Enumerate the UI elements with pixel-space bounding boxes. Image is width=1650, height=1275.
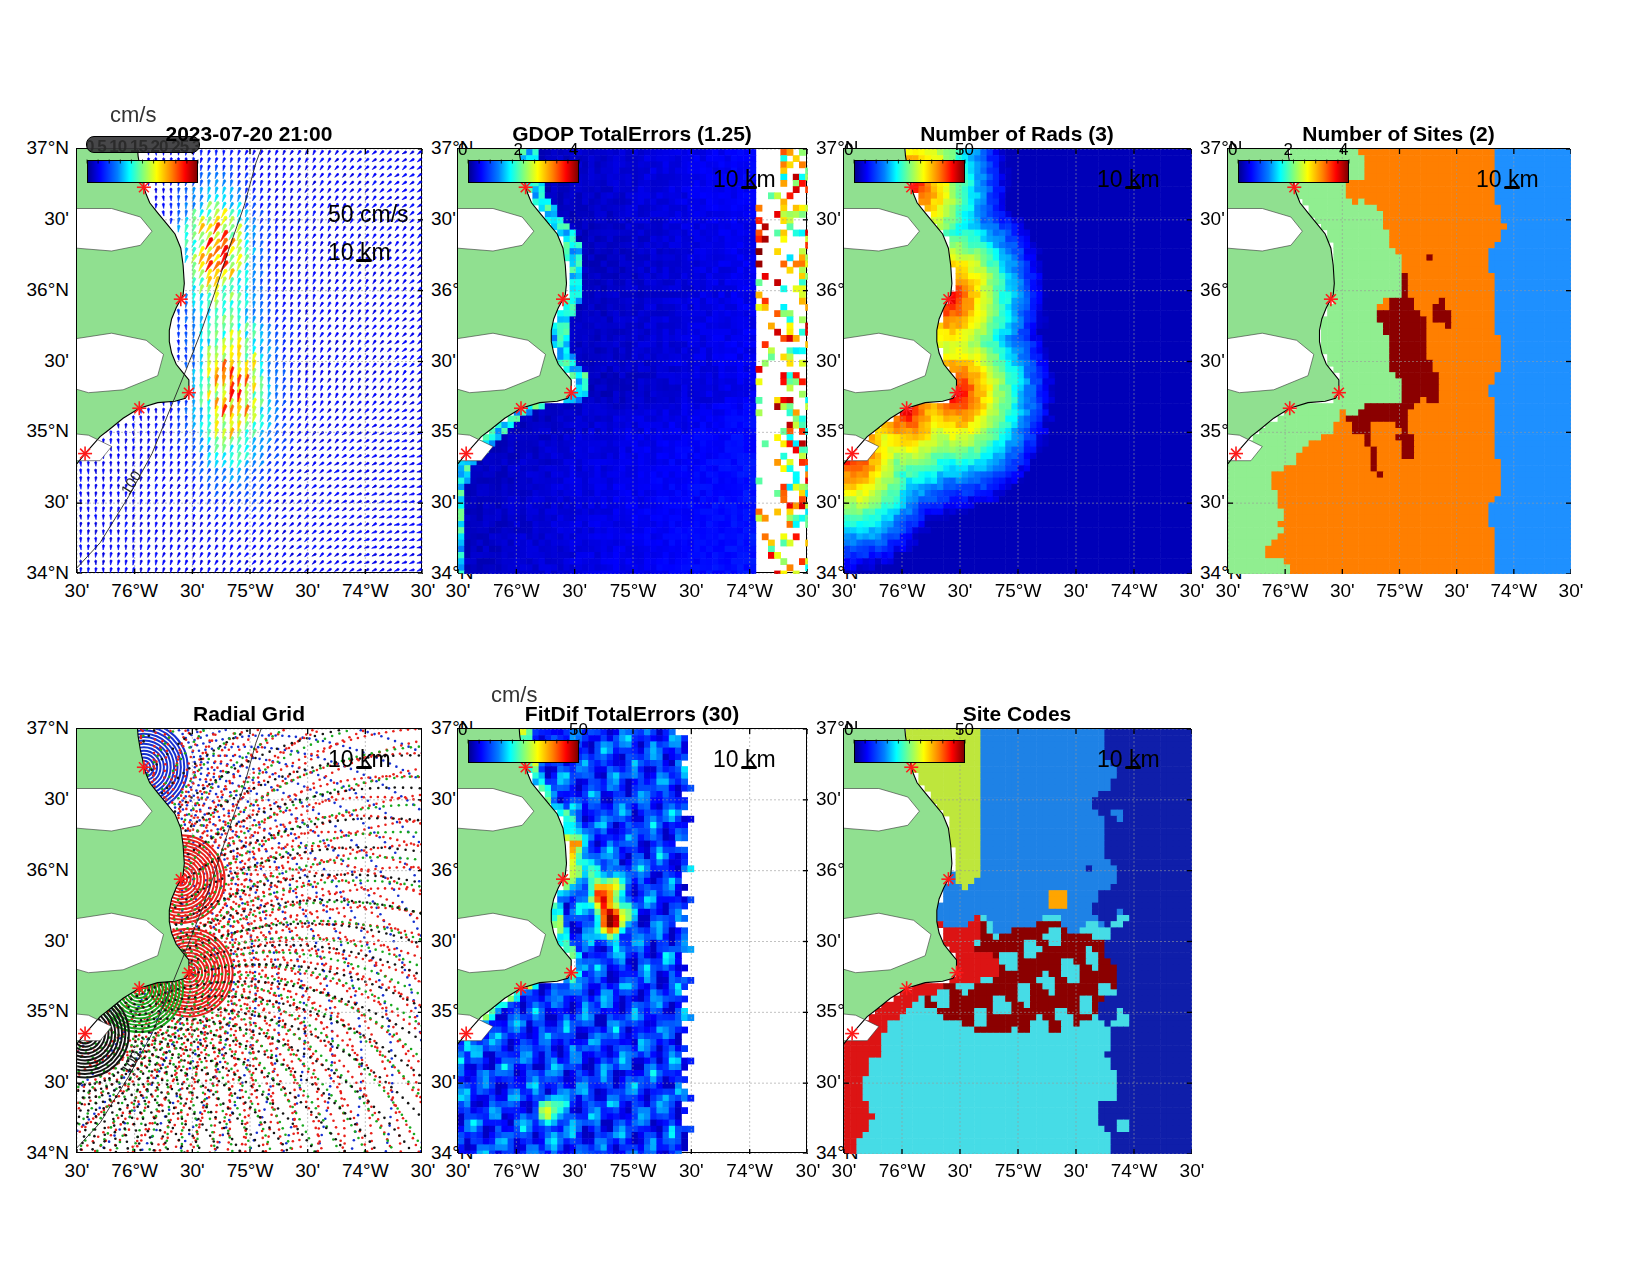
svg-text:100: 100: [117, 1047, 145, 1077]
svg-text:100: 100: [117, 467, 145, 497]
